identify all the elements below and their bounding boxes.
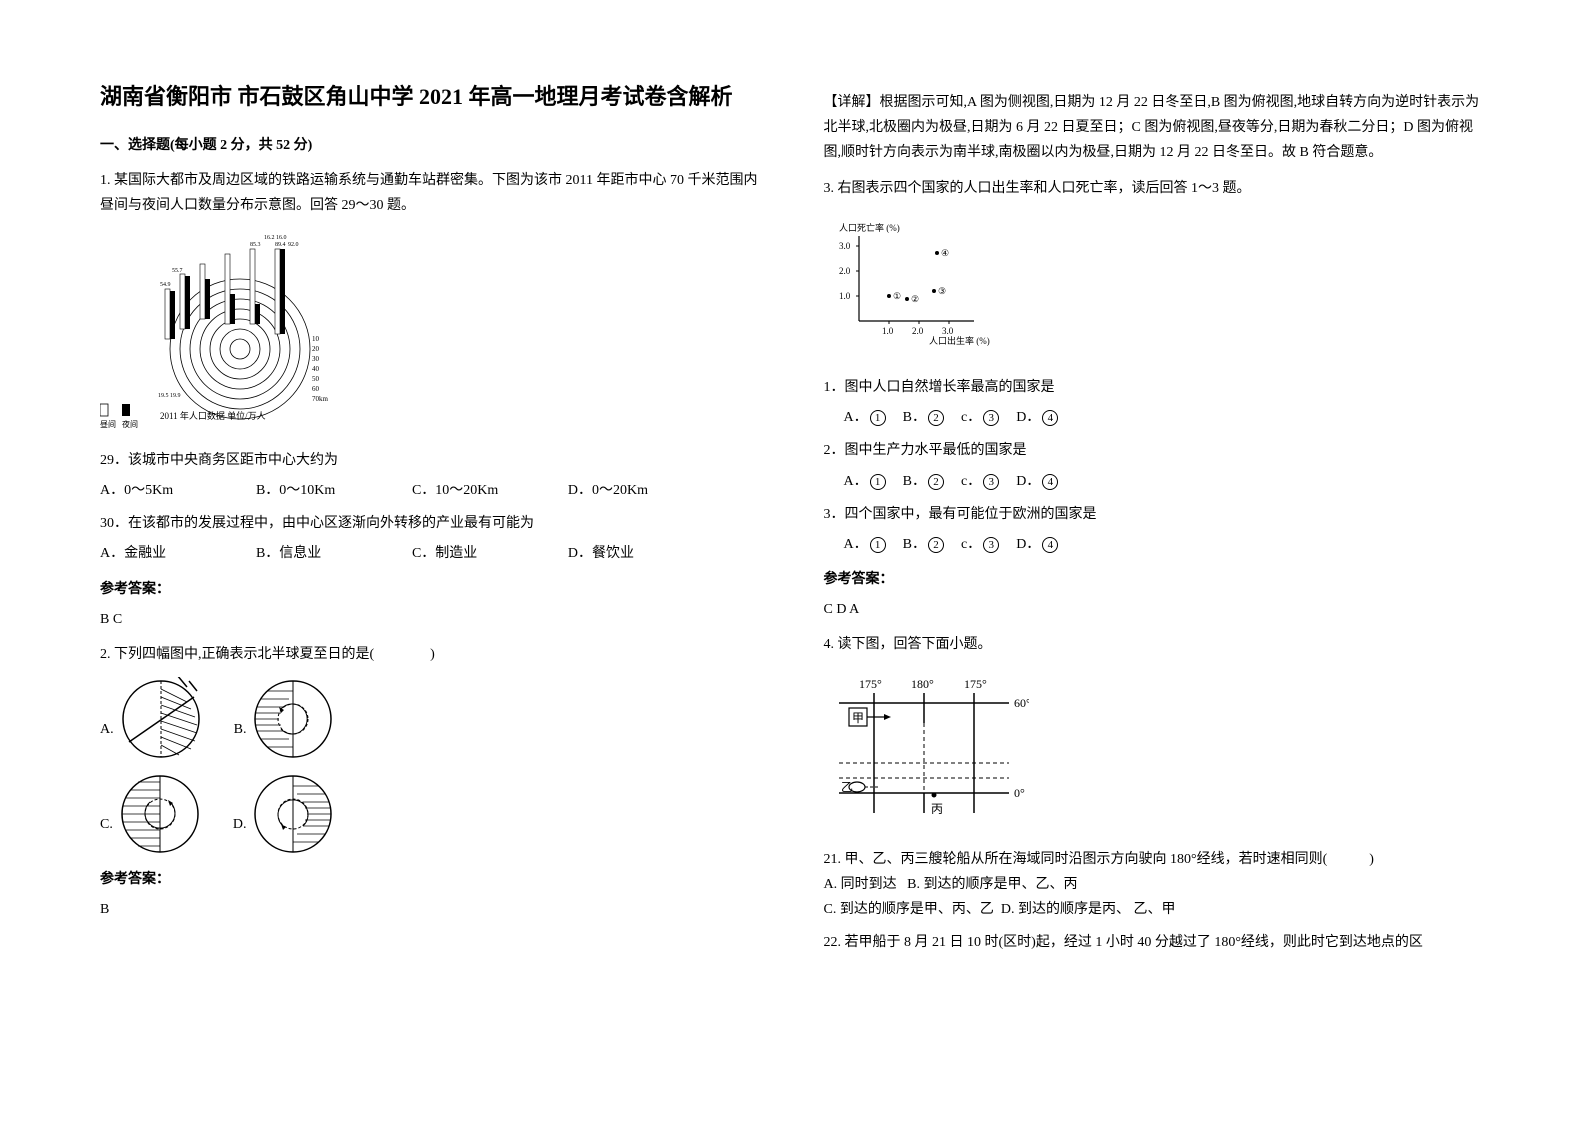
q3-1-text: 1．图中人口自然增长率最高的国家是 — [824, 375, 1488, 400]
q2-diagrams: A. — [100, 677, 764, 857]
svg-text:85.3: 85.3 — [250, 242, 261, 248]
legend-day: 昼间 — [100, 420, 116, 429]
globe-d-icon — [251, 772, 336, 857]
q3-answer: C D A — [824, 597, 1488, 622]
left-column: 湖南省衡阳市 市石鼓区角山中学 2021 年高一地理月考试卷含解析 一、选择题(… — [100, 80, 764, 956]
svg-text:175°: 175° — [964, 677, 987, 691]
q3-2-options: A．1 B．2 c．3 D．4 — [844, 469, 1488, 494]
q2-explanation: 【详解】根据图示可知,A 图为侧视图,日期为 12 月 22 日冬至日,B 图为… — [824, 90, 1488, 166]
q2-label-c: C. — [100, 812, 113, 837]
svg-text:55.7: 55.7 — [172, 268, 183, 274]
q2-intro: 2. 下列四幅图中,正确表示北半球夏至日的是( ) — [100, 642, 764, 667]
xlabel: 人口出生率 (%) — [929, 335, 990, 346]
q21-opt-d: D. 到达的顺序是丙、 乙、甲 — [1001, 902, 1176, 917]
svg-text:175°: 175° — [859, 677, 882, 691]
ylabel: 人口死亡率 (%) — [839, 222, 900, 233]
exam-title: 湖南省衡阳市 市石鼓区角山中学 2021 年高一地理月考试卷含解析 — [100, 80, 764, 113]
svg-text:④: ④ — [941, 248, 949, 258]
svg-text:70km: 70km — [312, 395, 329, 403]
q21-options-row1: A. 同时到达 B. 到达的顺序是甲、乙、丙 — [824, 872, 1488, 897]
q30-opt-a: A．金融业 — [100, 541, 246, 566]
q3-chart: 人口死亡率 (%) 1.0 2.0 3.0 1.0 2.0 3.0 人口出生率 … — [824, 211, 1488, 365]
q30-opt-c: C．制造业 — [412, 541, 558, 566]
q1-answer: B C — [100, 607, 764, 632]
globe-c-icon — [118, 772, 203, 857]
q29-opt-b: B．0～10Km — [256, 478, 402, 503]
svg-text:②: ② — [911, 294, 919, 304]
svg-text:2.0: 2.0 — [839, 266, 851, 276]
svg-text:①: ① — [893, 291, 901, 301]
q29-opt-a: A．0～5Km — [100, 478, 246, 503]
svg-text:0°: 0° — [1014, 786, 1025, 800]
q21-opt-b: B. 到达的顺序是甲、乙、丙 — [907, 877, 1077, 892]
q3-1-options: A．1 B．2 c．3 D．4 — [844, 405, 1488, 430]
svg-text:40: 40 — [312, 365, 320, 373]
q3-intro: 3. 右图表示四个国家的人口出生率和人口死亡率，读后回答 1～3 题。 — [824, 176, 1488, 201]
q3-2-text: 2．图中生产力水平最低的国家是 — [824, 438, 1488, 463]
globe-a-icon — [119, 677, 204, 762]
svg-text:3.0: 3.0 — [839, 241, 851, 251]
q30-opt-b: B．信息业 — [256, 541, 402, 566]
q29-opt-d: D．0～20Km — [568, 478, 714, 503]
svg-text:60: 60 — [312, 385, 320, 393]
page-container: 湖南省衡阳市 市石鼓区角山中学 2021 年高一地理月考试卷含解析 一、选择题(… — [100, 80, 1487, 956]
svg-text:1.0: 1.0 — [839, 291, 851, 301]
globe-b-icon — [251, 677, 336, 762]
svg-text:20: 20 — [312, 345, 320, 353]
svg-text:3.0: 3.0 — [942, 326, 954, 336]
svg-text:180°: 180° — [911, 677, 934, 691]
svg-text:30: 30 — [312, 355, 320, 363]
q2-answer-label: 参考答案： — [100, 867, 764, 892]
svg-text:54.9: 54.9 — [160, 282, 171, 288]
section-1-header: 一、选择题(每小题 2 分，共 52 分) — [100, 133, 764, 158]
q2-label-b: B. — [234, 717, 247, 742]
svg-text:甲: 甲 — [852, 711, 864, 725]
q3-3-options: A．1 B．2 c．3 D．4 — [844, 532, 1488, 557]
svg-text:89.4: 89.4 — [275, 242, 286, 248]
q21-options-row2: C. 到达的顺序是甲、丙、乙 D. 到达的顺序是丙、 乙、甲 — [824, 897, 1488, 922]
svg-text:50: 50 — [312, 375, 320, 383]
q29-text: 29．该城市中央商务区距市中心大约为 — [100, 448, 764, 473]
svg-text:16.2 16.0: 16.2 16.0 — [264, 235, 287, 241]
svg-text:60°: 60° — [1014, 696, 1029, 710]
q2-label-d: D. — [233, 812, 247, 837]
q29-opt-c: C．10～20Km — [412, 478, 558, 503]
svg-text:1.0: 1.0 — [882, 326, 894, 336]
q3-3-text: 3．四个国家中，最有可能位于欧洲的国家是 — [824, 502, 1488, 527]
q4-intro: 4. 读下图，回答下面小题。 — [824, 632, 1488, 657]
q30-opt-d: D．餐饮业 — [568, 541, 714, 566]
q30-text: 30．在该都市的发展过程中，由中心区逐渐向外转移的产业最有可能为 — [100, 511, 764, 536]
q3-answer-label: 参考答案： — [824, 567, 1488, 592]
q1-intro: 1. 某国际大都市及周边区域的铁路运输系统与通勤车站群密集。下图为该市 2011… — [100, 168, 764, 218]
svg-text:丙: 丙 — [931, 802, 943, 816]
q2-answer: B — [100, 897, 764, 922]
q4-map: 175° 180° 175° 60° 0° 甲 — [824, 668, 1488, 837]
q30-options: A．金融业 B．信息业 C．制造业 D．餐饮业 — [100, 541, 764, 566]
q22-text: 22. 若甲船于 8 月 21 日 10 时(区时)起，经过 1 小时 40 分… — [824, 930, 1488, 955]
q1-chart: 10 20 30 40 50 60 70km 54.9 55.7 85.3 89… — [100, 229, 764, 438]
svg-text:10: 10 — [312, 335, 320, 343]
svg-text:92.0: 92.0 — [288, 242, 299, 248]
q21-text: 21. 甲、乙、丙三艘轮船从所在海域同时沿图示方向驶向 180°经线，若时速相同… — [824, 847, 1488, 872]
svg-text:乙: 乙 — [841, 780, 853, 794]
q21-opt-c: C. 到达的顺序是甲、丙、乙 — [824, 902, 994, 917]
right-column: 【详解】根据图示可知,A 图为侧视图,日期为 12 月 22 日冬至日,B 图为… — [824, 80, 1488, 956]
svg-text:③: ③ — [938, 286, 946, 296]
q1-answer-label: 参考答案： — [100, 577, 764, 602]
svg-text:2.0: 2.0 — [912, 326, 924, 336]
chart-caption: 2011 年人口数据 单位/万人 — [160, 410, 266, 421]
svg-text:19.5 19.9: 19.5 19.9 — [158, 393, 181, 399]
q29-options: A．0～5Km B．0～10Km C．10～20Km D．0～20Km — [100, 478, 764, 503]
q21-opt-a: A. 同时到达 — [824, 877, 897, 892]
legend-night: 夜间 — [122, 419, 138, 429]
q2-label-a: A. — [100, 717, 114, 742]
